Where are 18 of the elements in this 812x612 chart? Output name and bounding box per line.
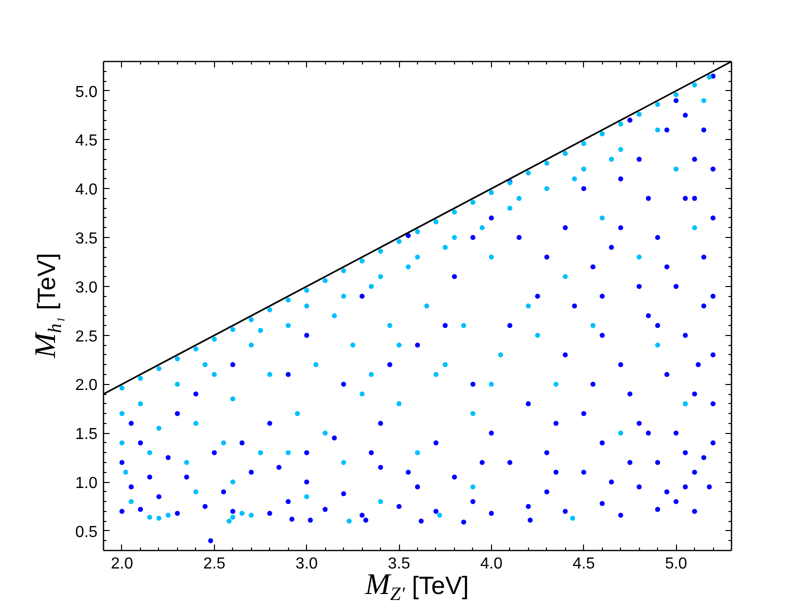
y-tick-label: 3.5 (75, 230, 98, 248)
x-tick-label: 3.5 (388, 556, 410, 572)
y-axis-title: Mh₁ [TeV] (29, 252, 66, 358)
y-tick-label: 2.0 (75, 377, 98, 394)
y-tick-label: 1.5 (75, 426, 98, 444)
y-tick-label: 4.5 (75, 132, 98, 150)
x-tick-label: 4.0 (480, 556, 503, 572)
y-tick-label: 1.0 (75, 475, 98, 492)
y-tick-label: 3.0 (75, 279, 98, 296)
x-tick-label: 2.0 (110, 556, 134, 572)
x-tick-label: 3.0 (296, 556, 318, 572)
x-tick-label: 4.5 (572, 556, 595, 572)
y-tick-label: 2.5 (75, 328, 98, 346)
y-tick-label: 0.5 (75, 524, 98, 541)
y-tick-label: 4.0 (75, 182, 98, 199)
x-tick-label: 2.5 (203, 556, 226, 572)
y-tick-label: 5.0 (75, 84, 98, 101)
x-tick-label: 5.0 (664, 556, 688, 572)
